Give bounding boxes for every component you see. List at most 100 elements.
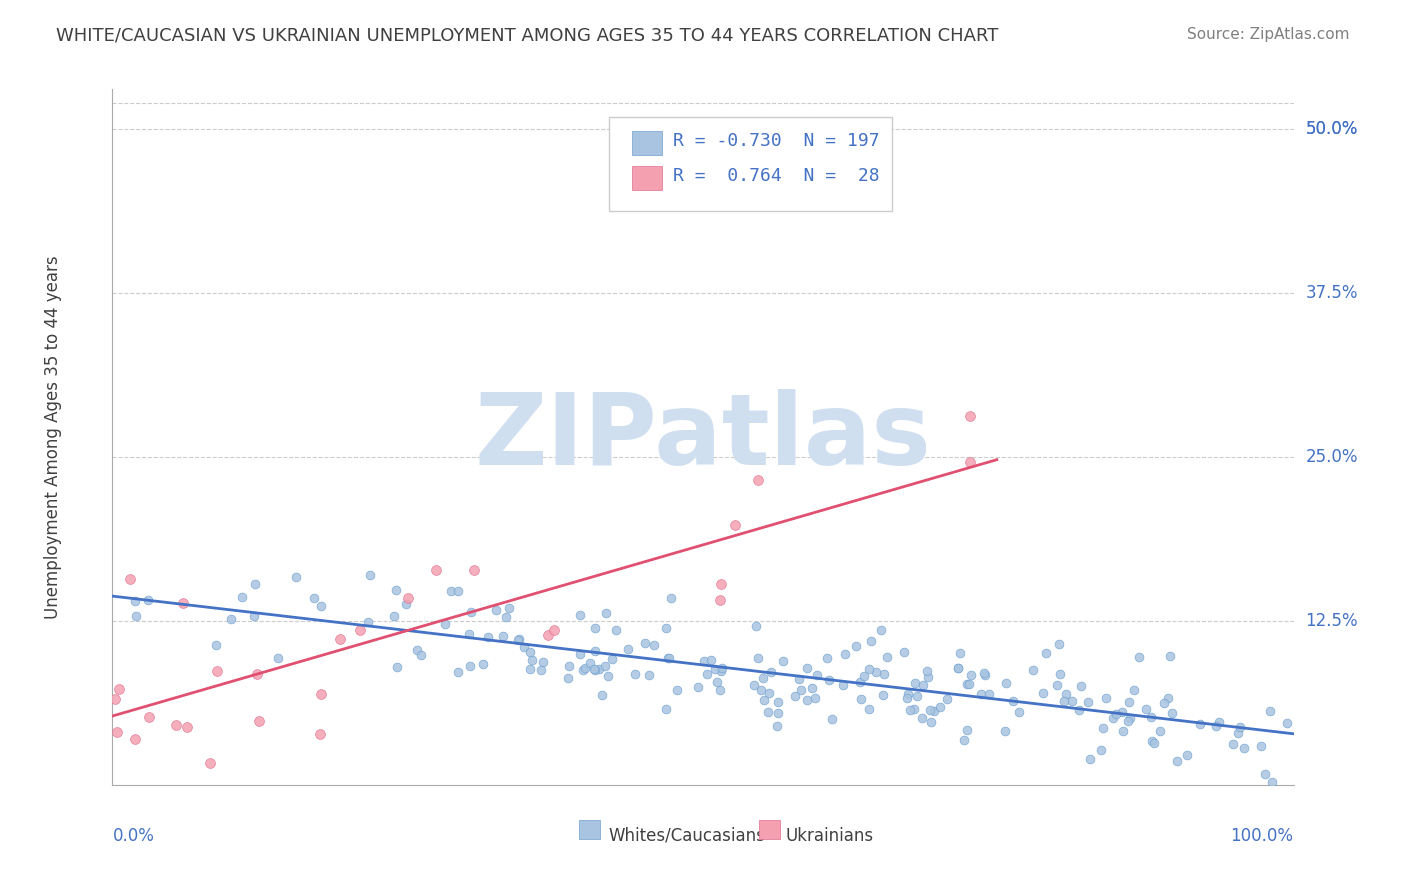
Point [1159, 648, 1181, 663]
Point [960, 668, 983, 682]
Point [1102, 711, 1125, 725]
Point [1140, 710, 1163, 724]
Point [569, 608, 592, 623]
Point [593, 659, 616, 673]
Text: 12.5%: 12.5% [1305, 612, 1358, 630]
Point [929, 699, 952, 714]
Point [1227, 725, 1250, 739]
Point [654, 701, 676, 715]
Point [959, 409, 981, 423]
Point [789, 672, 811, 686]
Point [302, 591, 325, 605]
Point [447, 584, 470, 599]
Point [530, 663, 553, 677]
Point [815, 650, 838, 665]
Point [308, 727, 330, 741]
Point [531, 655, 554, 669]
Text: 25.0%: 25.0% [1305, 448, 1358, 466]
Point [357, 615, 380, 630]
Point [596, 669, 619, 683]
Point [1077, 695, 1099, 709]
Point [463, 563, 485, 577]
Point [834, 648, 856, 662]
Point [853, 668, 876, 682]
Point [796, 661, 818, 675]
Point [806, 667, 828, 681]
Point [804, 691, 827, 706]
Point [790, 682, 813, 697]
Point [859, 634, 882, 648]
Point [1053, 694, 1076, 708]
Point [696, 666, 718, 681]
Point [583, 663, 606, 677]
Point [1166, 754, 1188, 768]
Point [200, 756, 222, 771]
Text: Ukrainians: Ukrainians [786, 827, 873, 845]
Point [995, 676, 1018, 690]
FancyBboxPatch shape [633, 131, 662, 155]
Point [243, 576, 266, 591]
Point [870, 623, 893, 637]
Point [176, 720, 198, 734]
Point [1260, 705, 1282, 719]
Point [634, 636, 657, 650]
Point [104, 692, 127, 706]
Point [973, 666, 995, 681]
Point [1047, 637, 1070, 651]
Point [385, 659, 408, 673]
Point [1128, 649, 1150, 664]
Point [105, 725, 128, 739]
Point [124, 731, 146, 746]
Point [994, 724, 1017, 739]
Text: 37.5%: 37.5% [1305, 284, 1358, 301]
Point [768, 706, 790, 720]
Point [1233, 740, 1256, 755]
Point [1008, 706, 1031, 720]
Point [657, 651, 679, 665]
Point [1022, 663, 1045, 677]
Point [108, 681, 131, 696]
Point [896, 690, 918, 705]
Point [703, 662, 725, 676]
Point [766, 694, 789, 708]
Point [948, 661, 970, 675]
Point [1032, 686, 1054, 700]
Text: 100.0%: 100.0% [1230, 827, 1294, 845]
Point [571, 663, 593, 677]
Point [495, 610, 517, 624]
Point [903, 702, 925, 716]
Point [747, 650, 769, 665]
Point [405, 643, 427, 657]
Point [865, 665, 887, 679]
Point [974, 668, 997, 682]
Point [506, 633, 529, 648]
Point [904, 676, 927, 690]
Point [396, 591, 419, 605]
FancyBboxPatch shape [758, 820, 780, 839]
Point [949, 646, 972, 660]
Point [267, 651, 290, 665]
Point [118, 572, 141, 586]
Point [1149, 724, 1171, 739]
Point [349, 624, 371, 638]
Point [359, 568, 381, 582]
Point [1090, 743, 1112, 757]
Point [512, 640, 534, 655]
Point [1049, 667, 1071, 681]
Point [918, 703, 941, 717]
Point [1069, 703, 1091, 717]
Point [1122, 682, 1144, 697]
Point [1222, 737, 1244, 751]
Point [758, 686, 780, 700]
Point [395, 597, 418, 611]
Point [1112, 724, 1135, 739]
Point [434, 617, 457, 632]
Point [898, 702, 921, 716]
Point [759, 665, 782, 679]
Point [382, 609, 405, 624]
Point [876, 650, 898, 665]
Point [1161, 706, 1184, 720]
Point [205, 639, 228, 653]
Point [665, 683, 688, 698]
Point [752, 671, 775, 685]
